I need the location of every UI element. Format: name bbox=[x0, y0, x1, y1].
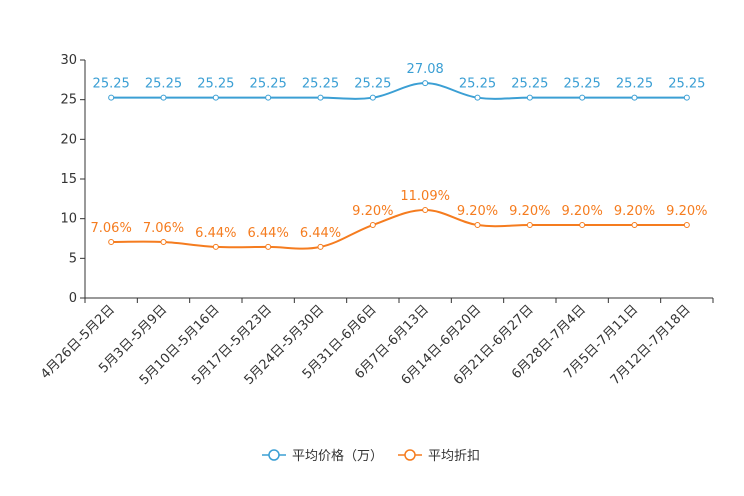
data-point bbox=[160, 94, 167, 101]
data-point bbox=[422, 207, 429, 214]
data-point bbox=[369, 222, 376, 229]
data-point bbox=[212, 243, 219, 250]
data-label: 25.25 bbox=[93, 77, 130, 92]
data-point bbox=[474, 94, 481, 101]
y-tick-label: 10 bbox=[60, 212, 77, 227]
legend-item-discount: 平均折扣 bbox=[398, 449, 480, 464]
data-point bbox=[265, 94, 272, 101]
data-label: 9.20% bbox=[352, 204, 393, 219]
data-label: 25.25 bbox=[668, 77, 705, 92]
data-label: 9.20% bbox=[457, 204, 498, 219]
data-point bbox=[317, 243, 324, 250]
series-line bbox=[111, 209, 687, 250]
data-point bbox=[474, 222, 481, 229]
y-tick-label: 5 bbox=[69, 251, 77, 266]
data-point bbox=[683, 94, 690, 101]
data-label: 6.44% bbox=[300, 226, 341, 241]
legend-marker bbox=[268, 449, 280, 461]
data-label: 9.20% bbox=[666, 204, 707, 219]
data-label: 25.25 bbox=[145, 77, 182, 92]
data-label: 25.25 bbox=[459, 77, 496, 92]
data-label: 6.44% bbox=[248, 226, 289, 241]
legend-marker bbox=[404, 449, 416, 461]
data-point bbox=[369, 94, 376, 101]
legend: 平均价格（万） 平均折扣 bbox=[262, 448, 480, 464]
data-point bbox=[579, 94, 586, 101]
data-point bbox=[631, 222, 638, 229]
data-label: 25.25 bbox=[616, 77, 653, 92]
data-point bbox=[631, 94, 638, 101]
y-tick-label: 0 bbox=[69, 291, 77, 306]
data-point bbox=[212, 94, 219, 101]
data-label: 25.25 bbox=[564, 77, 601, 92]
series-layer: 25.25 25.25 25.25 25.25 25.25 25.25 27.08 25.25… bbox=[91, 62, 707, 250]
data-label: 25.25 bbox=[197, 77, 234, 92]
data-label: 7.06% bbox=[91, 221, 132, 236]
data-label: 25.25 bbox=[302, 77, 339, 92]
data-point bbox=[422, 80, 429, 87]
legend-label: 平均折扣 bbox=[428, 449, 480, 464]
data-point bbox=[265, 243, 272, 250]
data-point bbox=[317, 94, 324, 101]
y-tick-label: 30 bbox=[60, 53, 77, 68]
legend-item-price: 平均价格（万） bbox=[262, 448, 383, 464]
data-label: 9.20% bbox=[509, 204, 550, 219]
data-label: 25.25 bbox=[250, 77, 287, 92]
series-discount: 7.06% 7.06% 6.44% 6.44% 6.44% 9.20% 11.09% 9.20… bbox=[91, 189, 707, 250]
series-line bbox=[111, 82, 687, 100]
data-label: 11.09% bbox=[400, 189, 450, 204]
data-point bbox=[526, 222, 533, 229]
data-label: 6.44% bbox=[195, 226, 236, 241]
data-label: 27.08 bbox=[407, 62, 444, 77]
data-point bbox=[108, 94, 115, 101]
data-label: 9.20% bbox=[562, 204, 603, 219]
legend-label: 平均价格（万） bbox=[292, 448, 383, 464]
data-label: 25.25 bbox=[354, 77, 391, 92]
data-point bbox=[579, 222, 586, 229]
axes: 0510152025304月26日-5月2日5月3日-5月9日5月10日-5月1… bbox=[38, 53, 714, 388]
y-tick-label: 15 bbox=[60, 172, 77, 187]
y-tick-label: 20 bbox=[60, 132, 77, 147]
data-point bbox=[683, 222, 690, 229]
data-label: 7.06% bbox=[143, 221, 184, 236]
data-label: 9.20% bbox=[614, 204, 655, 219]
data-point bbox=[160, 238, 167, 245]
data-label: 25.25 bbox=[511, 77, 548, 92]
data-point bbox=[108, 238, 115, 245]
series-price: 25.25 25.25 25.25 25.25 25.25 25.25 27.08 25.25… bbox=[93, 62, 705, 101]
data-point bbox=[526, 94, 533, 101]
y-tick-label: 25 bbox=[60, 93, 77, 108]
